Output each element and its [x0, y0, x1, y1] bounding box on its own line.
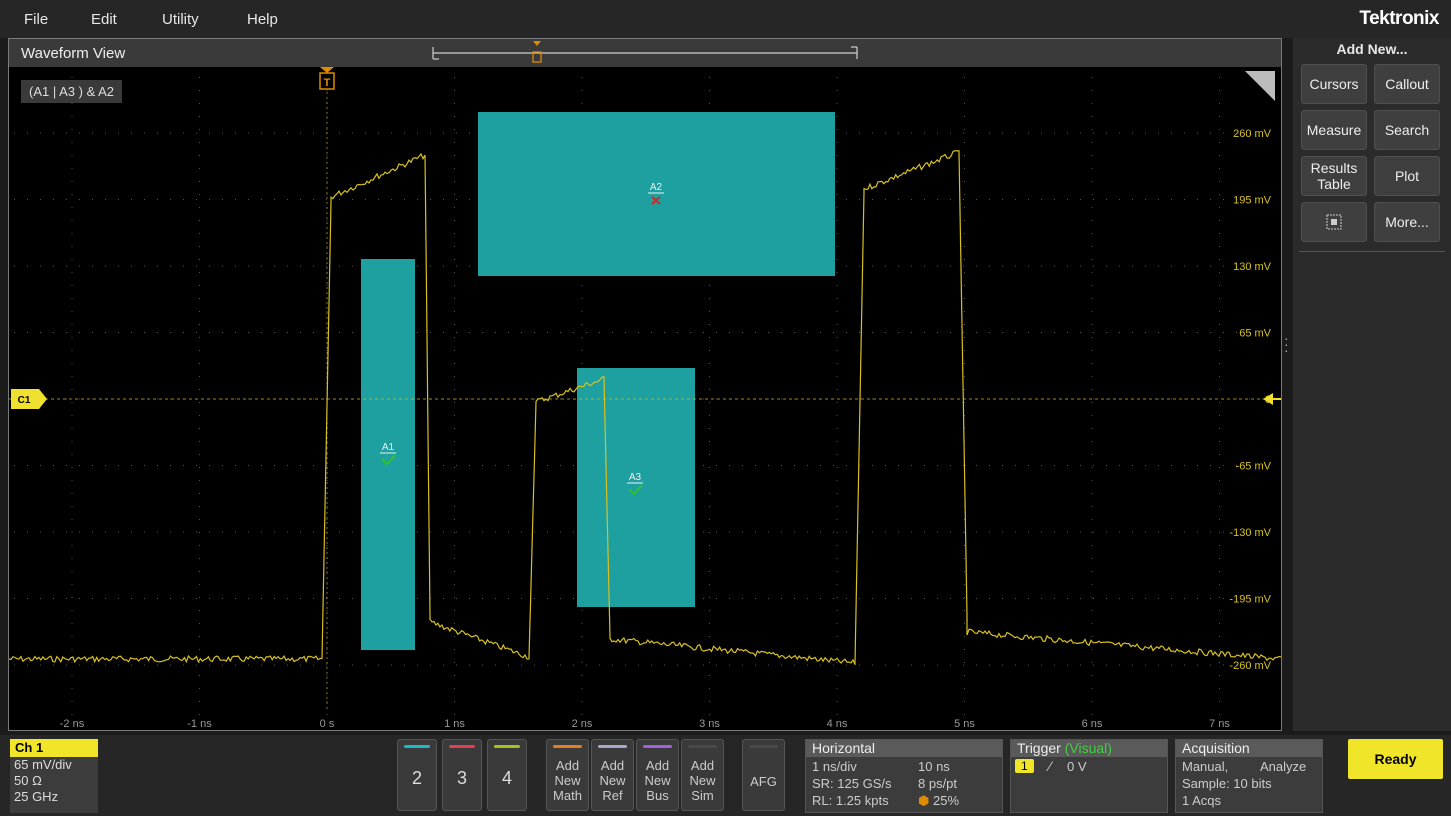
- trigger-title: Trigger (Visual): [1011, 740, 1167, 757]
- menu-edit[interactable]: Edit: [91, 11, 117, 28]
- waveform-grid-icon: [1326, 214, 1342, 230]
- add-new-panel: Add New... Cursors Callout Measure Searc…: [1293, 38, 1451, 731]
- trigger-level: 0 V: [1067, 759, 1087, 774]
- horizontal-title: Horizontal: [806, 740, 1002, 757]
- ch3-button[interactable]: 3: [442, 739, 482, 811]
- waveform-view-title: Waveform View: [21, 45, 126, 62]
- add-plugin-button[interactable]: [1301, 202, 1367, 242]
- mask-expression-badge: (A1 | A3 ) & A2: [21, 80, 123, 103]
- panel-divider: [1299, 251, 1445, 252]
- zoom-icon[interactable]: [1245, 71, 1275, 101]
- settings-bar: Ch 1 65 mV/div 50 Ω 25 GHz 2 3 4 Add New M…: [0, 735, 1451, 816]
- svg-text:A2: A2: [650, 182, 663, 193]
- voltage-axis-label: -130 mV: [1229, 527, 1271, 539]
- svg-text:T: T: [324, 77, 331, 89]
- time-axis-label: -1 ns: [187, 718, 212, 730]
- voltage-axis-label: 65 mV: [1239, 328, 1271, 340]
- ch4-button[interactable]: 4: [487, 739, 527, 811]
- panel-resize-handle[interactable]: · · ·: [1284, 330, 1289, 358]
- time-axis-label: 3 ns: [699, 718, 720, 730]
- trigger-level-marker[interactable]: [1263, 393, 1273, 405]
- ch1-scale: 65 mV/div: [14, 757, 72, 772]
- callout-button[interactable]: Callout: [1374, 64, 1440, 104]
- menu-bar: File Edit Utility Help Tektronix: [0, 0, 1451, 38]
- time-axis-label: 2 ns: [572, 718, 593, 730]
- time-axis-label: 6 ns: [1082, 718, 1103, 730]
- cursors-button[interactable]: Cursors: [1301, 64, 1367, 104]
- trigger-position-marker[interactable]: T: [319, 67, 335, 90]
- time-axis-label: 5 ns: [954, 718, 975, 730]
- ch1-badge[interactable]: Ch 1 65 mV/div 50 Ω 25 GHz: [10, 739, 98, 813]
- rising-edge-icon: ⁄: [1049, 758, 1052, 774]
- more-button[interactable]: More...: [1374, 202, 1440, 242]
- ch1-impedance: 50 Ω: [14, 773, 42, 788]
- ch2-button[interactable]: 2: [397, 739, 437, 811]
- svg-text:A3: A3: [629, 472, 642, 483]
- acquisition-title: Acquisition: [1176, 740, 1322, 757]
- record-length: RL: 1.25 kpts: [812, 793, 889, 808]
- ch1-offset-marker[interactable]: C1: [11, 389, 47, 409]
- voltage-axis-label: -260 mV: [1229, 660, 1271, 672]
- voltage-axis-label: 130 mV: [1233, 261, 1272, 273]
- waveform-view-header: Waveform View: [9, 39, 1281, 67]
- results-table-label-2: Table: [1317, 176, 1351, 192]
- pass-check-icon: [628, 484, 643, 496]
- afg-button[interactable]: AFG: [742, 739, 785, 811]
- mask-a1-label: A1: [380, 442, 396, 466]
- acquisition-mode: Manual,: [1182, 759, 1229, 774]
- acquisition-analyze: Analyze: [1260, 759, 1307, 774]
- sample-rate: SR: 125 GS/s: [812, 776, 892, 791]
- time-axis-label: 4 ns: [827, 718, 848, 730]
- results-table-label-1: Results: [1310, 160, 1358, 176]
- run-status-button[interactable]: Ready: [1348, 739, 1443, 779]
- time-resolution: 8 ps/pt: [918, 776, 958, 791]
- mask-a3-label: A3: [627, 472, 643, 496]
- ch1-waveform-trace: [9, 150, 1281, 665]
- pass-check-icon: [381, 454, 396, 466]
- mask-a3[interactable]: [577, 368, 695, 607]
- time-axis-label: 7 ns: [1209, 718, 1230, 730]
- results-table-button[interactable]: Results Table: [1301, 156, 1367, 196]
- menu-file[interactable]: File: [24, 11, 49, 28]
- trigger-panel[interactable]: Trigger (Visual) 1 ⁄ 0 V: [1010, 739, 1168, 813]
- horizontal-duration: 10 ns: [918, 759, 950, 774]
- trigger-source: 1: [1015, 759, 1034, 773]
- waveform-plot[interactable]: A1 A2 A3 -2 ns -1 ns 0 s 1 ns 2 ns 3 ns 4 ns 5 …: [9, 67, 1281, 730]
- menu-help[interactable]: Help: [247, 11, 278, 28]
- trigger-position-icon: ⬢: [918, 793, 930, 808]
- acquisition-panel[interactable]: Acquisition Manual, Analyze Sample: 10 b…: [1175, 739, 1323, 813]
- record-overview[interactable]: [429, 39, 869, 67]
- add-new-title: Add New...: [1336, 41, 1408, 57]
- voltage-axis-label: -195 mV: [1229, 594, 1271, 606]
- brand-logo: Tektronix: [1359, 8, 1439, 29]
- plot-button[interactable]: Plot: [1374, 156, 1440, 196]
- horizontal-scale: 1 ns/div: [812, 759, 857, 774]
- measure-button[interactable]: Measure: [1301, 110, 1367, 150]
- time-axis-label: -2 ns: [60, 718, 85, 730]
- time-axis-label: 0 s: [320, 718, 335, 730]
- add-new-bus-button[interactable]: Add New Bus: [636, 739, 679, 811]
- acquisition-sample: Sample: 10 bits: [1182, 776, 1272, 791]
- ch1-label: Ch 1: [10, 739, 98, 757]
- ch1-bandwidth: 25 GHz: [14, 789, 59, 804]
- mask-a2-label: A2: [648, 182, 664, 205]
- mask-a1[interactable]: [361, 259, 415, 650]
- fail-x-icon: [651, 196, 661, 205]
- voltage-axis-label: 260 mV: [1233, 128, 1272, 140]
- horizontal-position: ⬢ 25%: [918, 793, 960, 808]
- voltage-axis-label: 195 mV: [1233, 195, 1272, 207]
- voltage-axis-label: -65 mV: [1236, 461, 1272, 473]
- search-button[interactable]: Search: [1374, 110, 1440, 150]
- svg-text:A1: A1: [382, 442, 395, 453]
- time-axis-label: 1 ns: [444, 718, 465, 730]
- acquisition-count: 1 Acqs: [1182, 793, 1222, 808]
- horizontal-panel[interactable]: Horizontal 1 ns/div 10 ns SR: 125 GS/s 8…: [805, 739, 1003, 813]
- add-new-sim-button[interactable]: Add New Sim: [681, 739, 724, 811]
- add-new-math-button[interactable]: Add New Math: [546, 739, 589, 811]
- svg-text:C1: C1: [18, 395, 31, 406]
- waveform-view: Waveform View A1: [8, 38, 1282, 731]
- mask-a2[interactable]: [478, 112, 835, 276]
- add-new-ref-button[interactable]: Add New Ref: [591, 739, 634, 811]
- menu-utility[interactable]: Utility: [162, 11, 199, 28]
